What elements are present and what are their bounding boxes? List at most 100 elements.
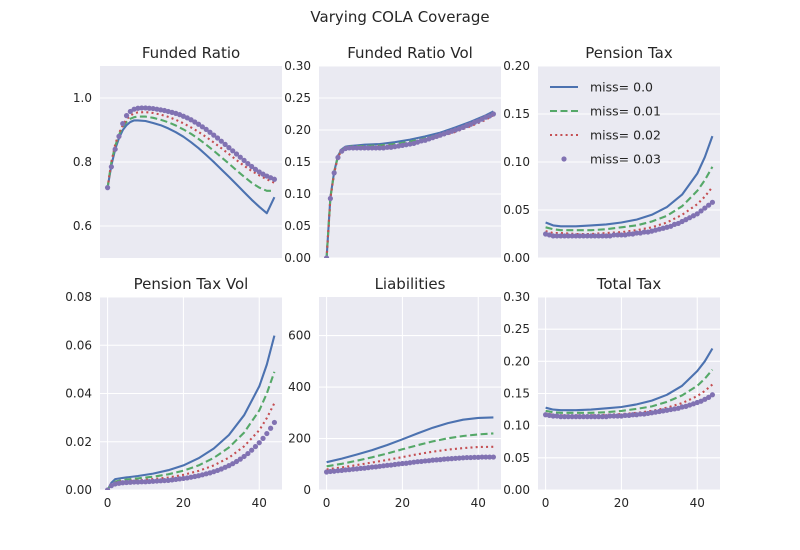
legend-marker bbox=[561, 156, 567, 162]
data-point bbox=[584, 233, 590, 239]
data-point bbox=[569, 233, 575, 239]
series-line-0.02 bbox=[106, 402, 276, 490]
y-tick-label: 0.25 bbox=[284, 91, 311, 105]
data-point bbox=[211, 132, 217, 138]
data-point bbox=[561, 233, 568, 239]
data-point bbox=[339, 148, 345, 154]
data-point bbox=[135, 105, 141, 111]
subplot-title: Funded Ratio bbox=[142, 44, 240, 62]
series-markers-0.03 bbox=[323, 454, 497, 475]
series-line-0.0 bbox=[106, 335, 276, 490]
data-point bbox=[346, 145, 352, 151]
data-point bbox=[596, 233, 602, 239]
data-point bbox=[580, 414, 587, 420]
y-tick-label: 0.20 bbox=[284, 123, 311, 137]
data-point bbox=[561, 414, 568, 420]
data-point bbox=[422, 458, 428, 464]
data-point bbox=[380, 463, 387, 469]
data-point bbox=[603, 233, 609, 239]
data-point bbox=[218, 138, 224, 144]
data-point bbox=[249, 163, 255, 170]
data-point bbox=[271, 176, 278, 182]
series-line-0.0 bbox=[545, 347, 714, 412]
data-point bbox=[565, 233, 571, 239]
data-point bbox=[207, 129, 213, 135]
subplot-5: 0 200 400 600 0 20 40 Liabilities bbox=[288, 275, 501, 510]
data-point bbox=[558, 414, 564, 420]
subplot-2: 0.00 0.05 0.10 0.15 0.20 0.25 0.30 Funded Ratio… bbox=[284, 44, 501, 265]
data-point bbox=[233, 458, 240, 465]
data-point bbox=[177, 476, 183, 482]
y-tick-label: 0.00 bbox=[65, 483, 92, 497]
y-tick-label: 0.10 bbox=[503, 419, 530, 433]
data-point bbox=[441, 456, 447, 462]
y-tick-label: 0.15 bbox=[503, 107, 530, 121]
data-point bbox=[112, 146, 118, 152]
data-point bbox=[388, 462, 394, 468]
y-tick-label: 0.6 bbox=[73, 219, 92, 233]
data-point bbox=[354, 145, 360, 151]
y-tick-label: 0.15 bbox=[503, 387, 530, 401]
data-point bbox=[173, 476, 179, 482]
subplot-title: Total Tax bbox=[596, 275, 662, 293]
data-point bbox=[241, 157, 247, 163]
series-line-0.0 bbox=[326, 416, 494, 464]
x-tick-label: 40 bbox=[471, 496, 486, 510]
series-group bbox=[323, 110, 497, 258]
data-point bbox=[377, 463, 383, 469]
data-point bbox=[268, 425, 274, 431]
data-point bbox=[264, 430, 270, 437]
y-tick-label: 0.15 bbox=[284, 155, 311, 169]
subplot-title: Pension Tax bbox=[585, 44, 673, 62]
series-line-0.01 bbox=[326, 432, 494, 468]
data-point bbox=[327, 195, 333, 202]
x-tick-label: 40 bbox=[252, 496, 267, 510]
subplot-4: 0.00 0.02 0.04 0.06 0.08 0 20 40 Pension Tax Vol bbox=[65, 275, 282, 510]
data-point bbox=[384, 462, 390, 468]
data-point bbox=[260, 435, 266, 441]
y-tick-label: 0.08 bbox=[65, 290, 92, 304]
data-point bbox=[630, 412, 636, 418]
data-point bbox=[565, 414, 571, 420]
data-point bbox=[116, 480, 122, 486]
data-point bbox=[195, 121, 202, 127]
data-point bbox=[611, 413, 617, 419]
data-point bbox=[592, 414, 598, 420]
subplot-title: Pension Tax Vol bbox=[134, 275, 249, 293]
x-tick-label: 0 bbox=[104, 496, 112, 510]
data-point bbox=[618, 232, 625, 238]
data-point bbox=[150, 478, 156, 484]
y-tick-label: 0.30 bbox=[503, 290, 530, 304]
data-point bbox=[483, 454, 489, 460]
data-point bbox=[445, 456, 451, 462]
data-point bbox=[709, 392, 716, 398]
x-tick-label: 20 bbox=[176, 496, 191, 510]
data-point bbox=[460, 455, 466, 461]
data-point bbox=[550, 413, 556, 419]
series-group bbox=[542, 347, 716, 420]
data-point bbox=[411, 459, 417, 465]
data-point bbox=[256, 169, 262, 175]
data-point bbox=[237, 456, 243, 462]
series-markers-0.03 bbox=[542, 392, 716, 420]
subplot-6: 0.00 0.05 0.10 0.15 0.20 0.25 0.30 0 20 40 Total T… bbox=[503, 275, 720, 510]
data-point bbox=[396, 461, 402, 467]
series-group bbox=[104, 335, 278, 490]
data-point bbox=[252, 443, 259, 450]
data-point bbox=[392, 461, 398, 468]
y-tick-label: 0.00 bbox=[284, 251, 311, 265]
data-point bbox=[154, 478, 160, 484]
data-point bbox=[365, 465, 371, 471]
x-tick-label: 0 bbox=[323, 496, 331, 510]
data-point bbox=[120, 480, 126, 486]
data-point bbox=[222, 141, 228, 147]
data-point bbox=[709, 199, 716, 205]
data-point bbox=[573, 414, 579, 420]
data-point bbox=[127, 108, 133, 115]
data-point bbox=[580, 233, 587, 239]
data-point bbox=[161, 477, 168, 484]
y-tick-label: 0.02 bbox=[65, 435, 92, 449]
data-point bbox=[331, 170, 337, 176]
data-point bbox=[135, 479, 141, 485]
data-point bbox=[599, 233, 606, 239]
